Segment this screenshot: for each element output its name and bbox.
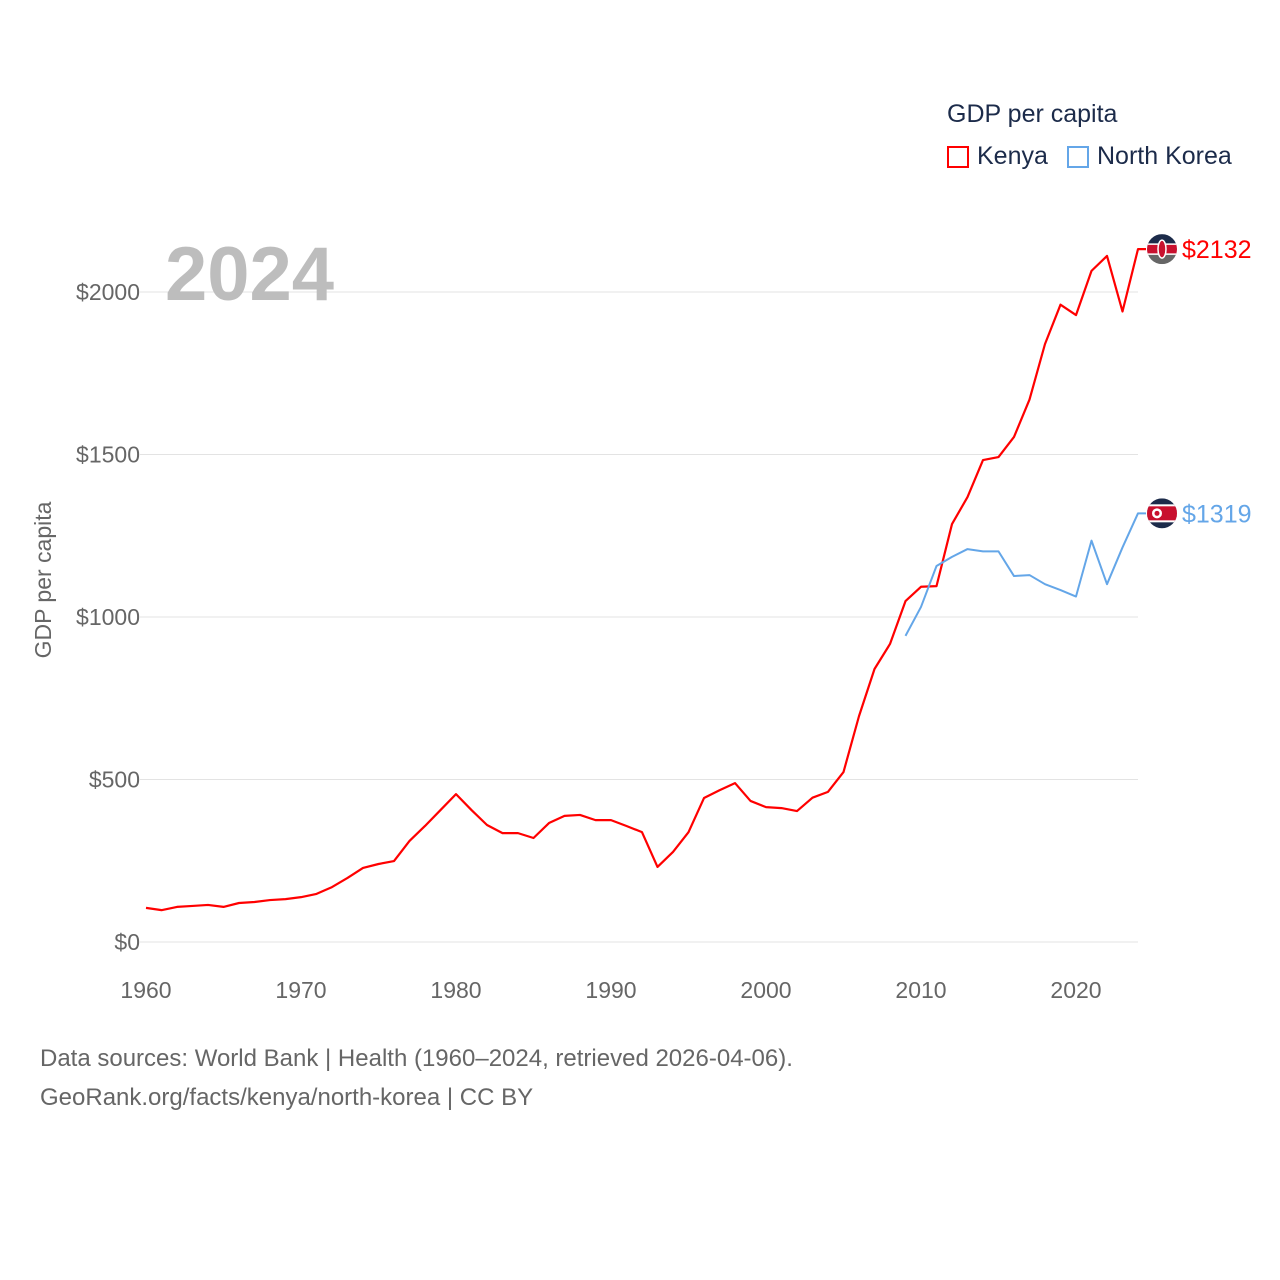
legend-swatch-kenya xyxy=(947,145,969,168)
legend-title: GDP per capita xyxy=(947,100,1118,128)
series-line-north-korea xyxy=(904,512,1146,637)
y-axis-label: GDP per capita xyxy=(30,501,56,658)
legend-label: North Korea xyxy=(1097,142,1232,170)
x-tick-label: 1970 xyxy=(275,977,326,1003)
y-tick-label: $500 xyxy=(89,767,140,793)
footer-link[interactable]: GeoRank.org/facts/kenya/north-korea | CC… xyxy=(40,1084,534,1111)
y-tick-label: $1000 xyxy=(76,604,140,630)
end-value-label: $2132 xyxy=(1182,236,1252,264)
legend-item-kenya[interactable]: Kenya xyxy=(947,142,1048,171)
footer-sources: Data sources: World Bank | Health (1960–… xyxy=(40,1045,793,1072)
x-tick-label: 2010 xyxy=(895,977,946,1003)
year-watermark: 2024 xyxy=(165,232,334,317)
end-value-label: $1319 xyxy=(1182,500,1252,528)
y-tick-label: $2000 xyxy=(76,279,140,305)
kenya-flag-icon xyxy=(1147,234,1177,265)
legend-swatch-north-korea xyxy=(1067,145,1089,168)
x-tick-label: 1960 xyxy=(120,977,171,1003)
series-line-kenya xyxy=(145,248,1146,912)
legend-item-north-korea[interactable]: North Korea xyxy=(1067,142,1232,171)
x-tick-label: 2020 xyxy=(1050,977,1101,1003)
legend-label: Kenya xyxy=(977,142,1048,170)
y-tick-label: $0 xyxy=(114,929,140,955)
y-tick-label: $1500 xyxy=(76,442,140,468)
x-tick-label: 2000 xyxy=(740,977,791,1003)
x-tick-label: 1980 xyxy=(430,977,481,1003)
north-korea-flag-icon xyxy=(1147,498,1177,529)
x-tick-label: 1990 xyxy=(585,977,636,1003)
